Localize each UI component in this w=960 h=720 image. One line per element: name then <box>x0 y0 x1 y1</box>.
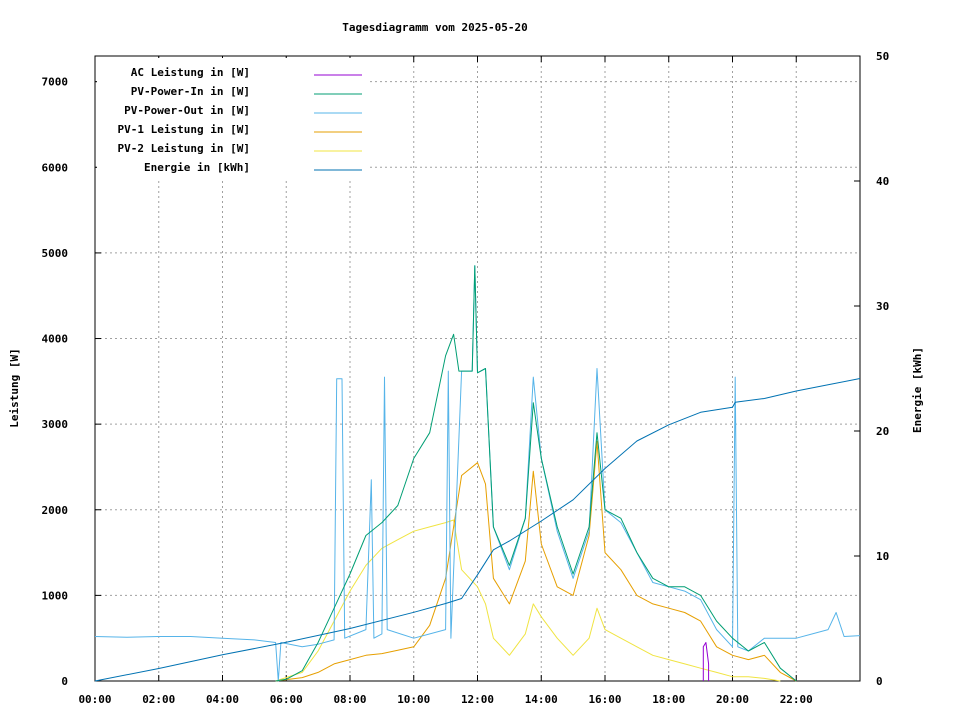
x-tick-label: 04:00 <box>206 693 239 706</box>
series-line-4 <box>275 519 781 682</box>
x-tick-label: 16:00 <box>588 693 621 706</box>
y2-tick-label: 30 <box>876 300 889 313</box>
series-line-2 <box>94 265 861 682</box>
legend-label: PV-Power-In in [W] <box>131 85 250 98</box>
y-tick-label: 6000 <box>42 161 69 174</box>
legend-label: PV-2 Leistung in [W] <box>118 142 250 155</box>
legend-box <box>97 58 367 178</box>
legend: AC Leistung in [W] PV-Power-In in [W] PV-P… <box>118 66 362 174</box>
series-line-3 <box>275 440 797 682</box>
y2-tick-label: 0 <box>876 675 883 688</box>
legend-label: PV-1 Leistung in [W] <box>118 123 250 136</box>
x-tick-label: 06:00 <box>270 693 303 706</box>
series-lines <box>94 265 861 682</box>
x-tick-label: 12:00 <box>461 693 494 706</box>
axis-ticks: 00:00 02:00 04:00 06:00 08:00 10:00 12:00 14:00… <box>42 50 890 706</box>
series-line-5 <box>94 378 861 682</box>
x-tick-label: 00:00 <box>78 693 111 706</box>
y-axis-label: Leistung [W] <box>8 348 21 427</box>
y-tick-label: 0 <box>61 675 68 688</box>
y-tick-label: 1000 <box>42 589 69 602</box>
y-tick-label: 2000 <box>42 504 69 517</box>
chart-title: Tagesdiagramm vom 2025-05-20 <box>342 21 527 34</box>
y2-tick-label: 40 <box>876 175 889 188</box>
legend-label: PV-Power-Out in [W] <box>124 104 250 117</box>
series-line-0 <box>702 642 710 681</box>
grid <box>95 56 860 681</box>
x-tick-label: 22:00 <box>780 693 813 706</box>
legend-label: Energie in [kWh] <box>144 161 250 174</box>
series-line-1 <box>275 265 797 682</box>
x-tick-label: 20:00 <box>716 693 749 706</box>
x-tick-label: 02:00 <box>142 693 175 706</box>
y-tick-label: 3000 <box>42 418 69 431</box>
legend-label: AC Leistung in [W] <box>131 66 250 79</box>
y2-tick-label: 50 <box>876 50 889 63</box>
y2-axis-label: Energie [kWh] <box>911 347 924 433</box>
x-tick-label: 14:00 <box>525 693 558 706</box>
y-tick-label: 5000 <box>42 247 69 260</box>
y2-tick-label: 20 <box>876 425 889 438</box>
x-tick-label: 10:00 <box>397 693 430 706</box>
y-tick-label: 4000 <box>42 333 69 346</box>
x-tick-label: 18:00 <box>652 693 685 706</box>
y-tick-label: 7000 <box>42 76 69 89</box>
x-tick-label: 08:00 <box>333 693 366 706</box>
y2-tick-label: 10 <box>876 550 889 563</box>
